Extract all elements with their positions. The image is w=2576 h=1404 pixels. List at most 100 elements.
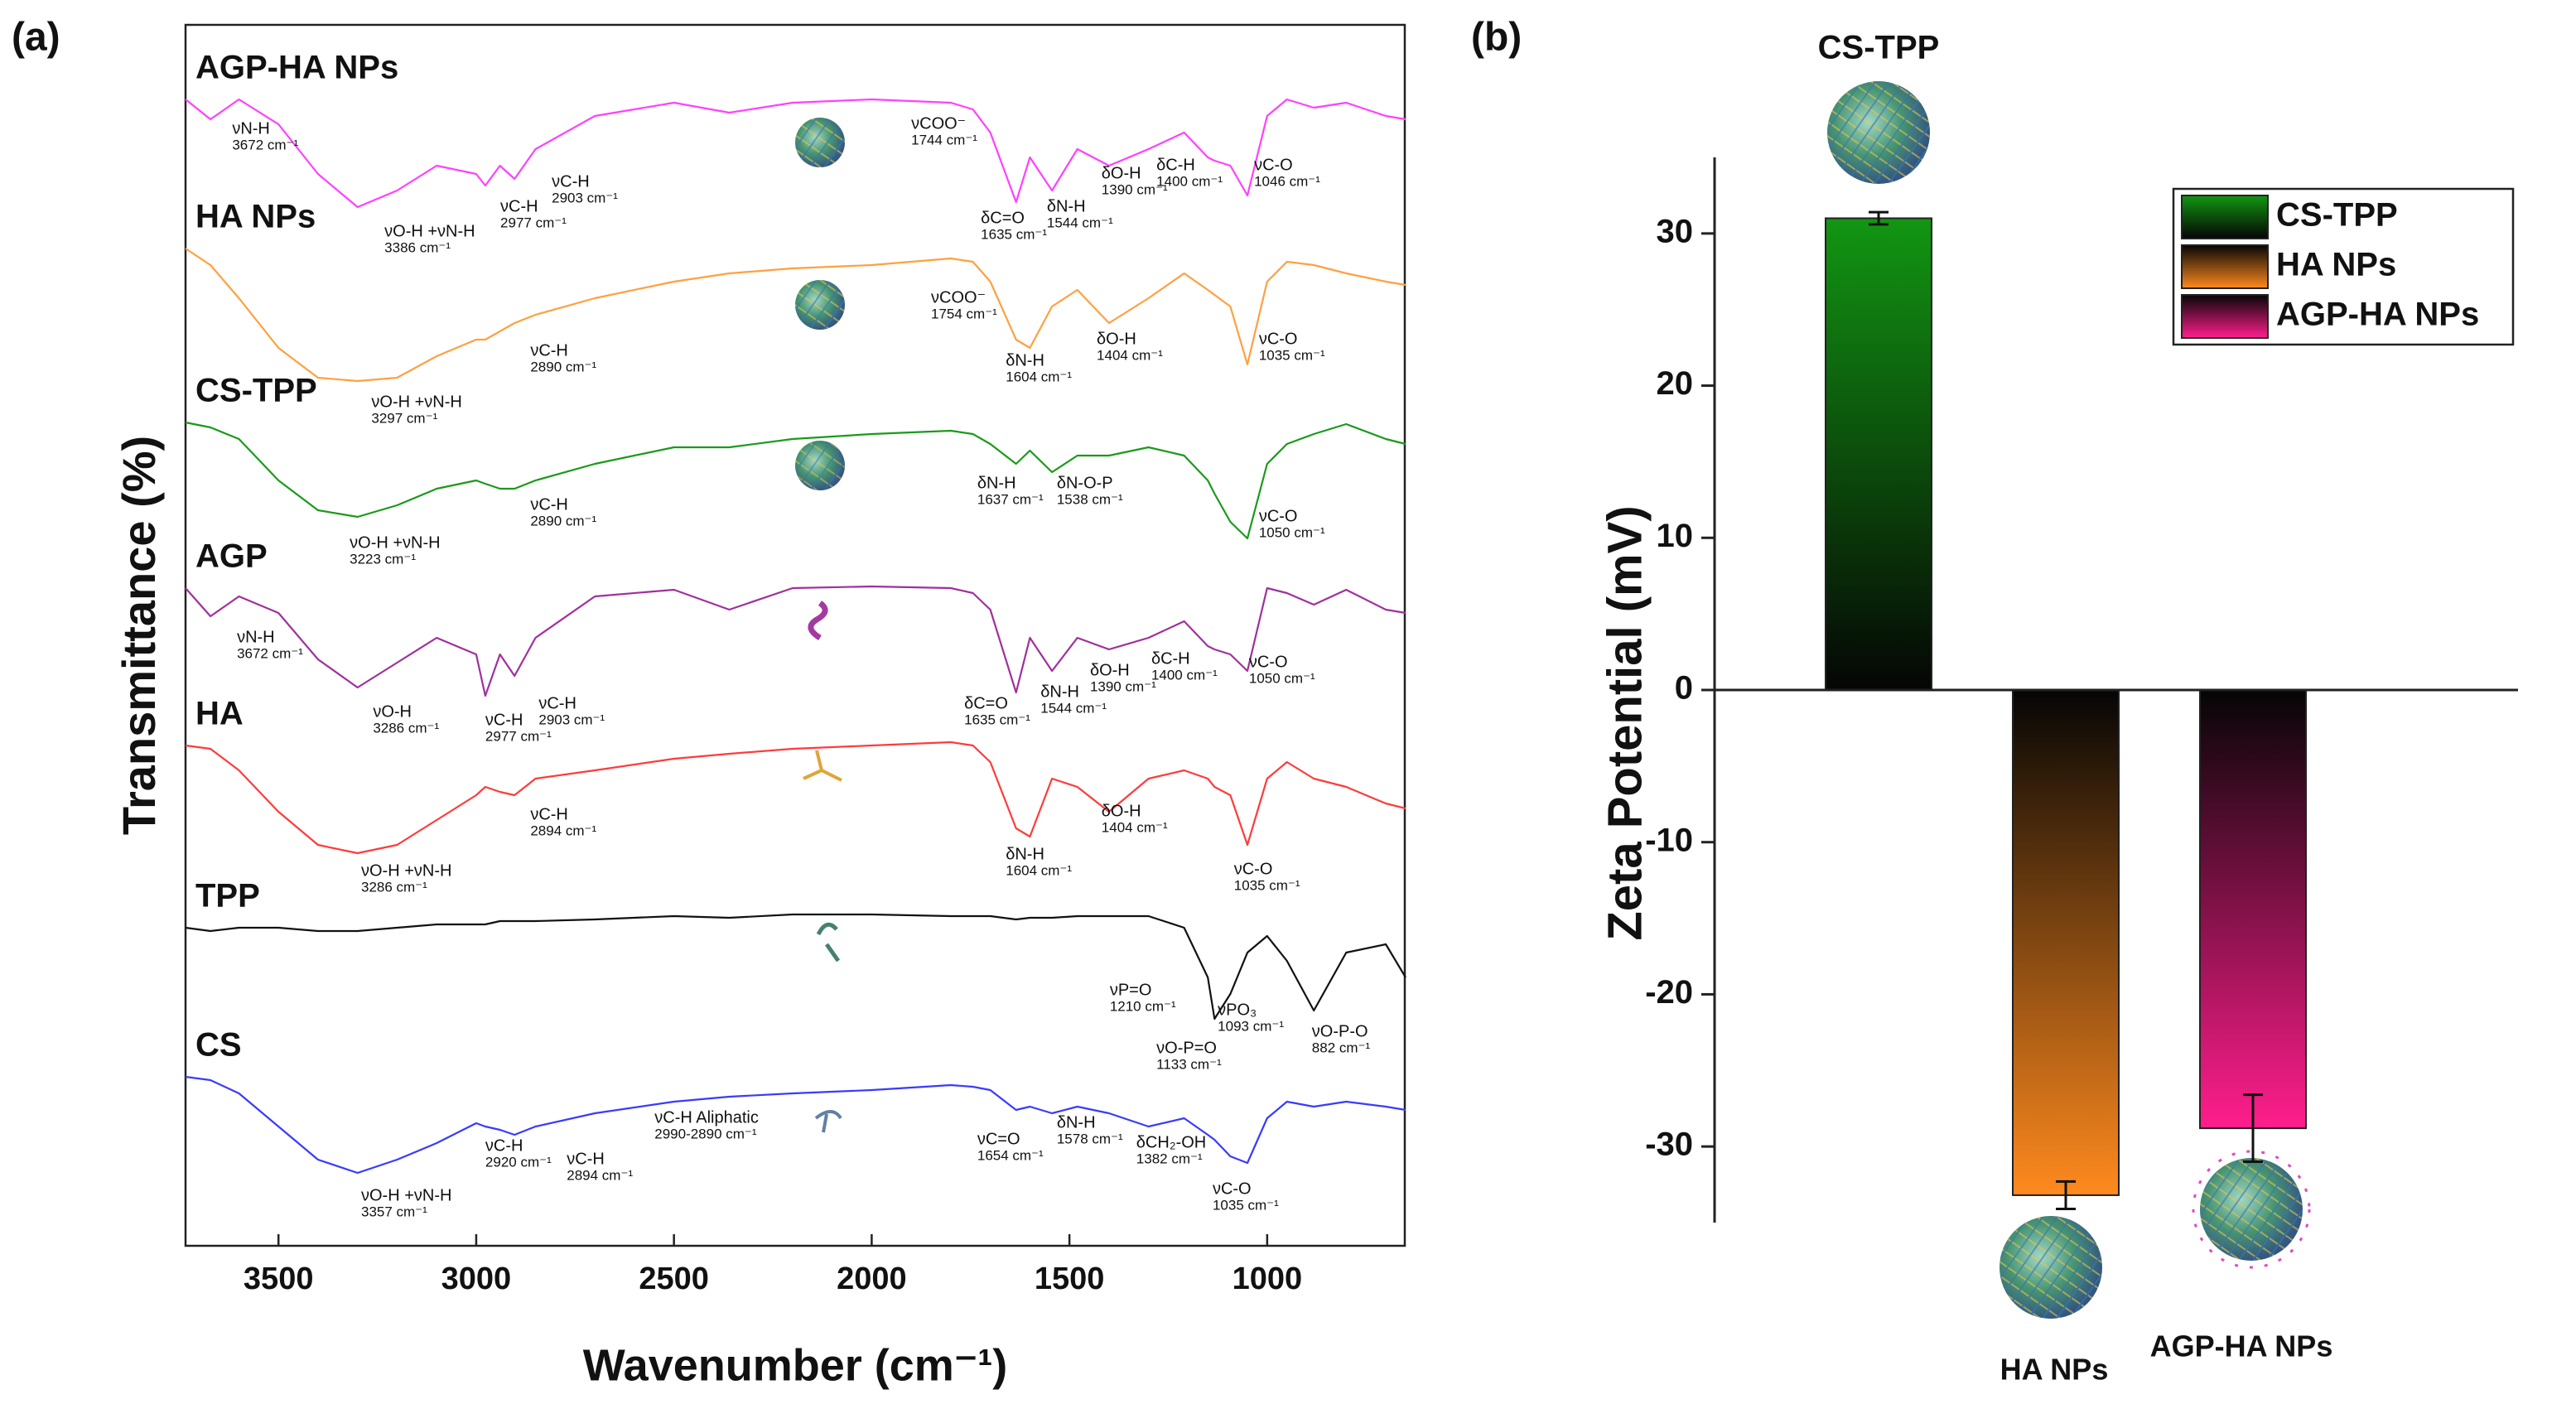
spectrum-line bbox=[185, 585, 1406, 697]
peak-wavenumber: 1050 cm⁻¹ bbox=[1259, 524, 1325, 540]
peak-wavenumber: 1210 cm⁻¹ bbox=[1110, 998, 1176, 1014]
x-tick-label: 1000 bbox=[1233, 1262, 1303, 1296]
peak-label: δN-H bbox=[1057, 1113, 1096, 1131]
peak-label: δCH₂-OH bbox=[1136, 1133, 1206, 1151]
y-axis-label: Transmittance (%) bbox=[113, 436, 165, 835]
peak-label: νPO₃ bbox=[1218, 1001, 1257, 1019]
peak-label: νC-O bbox=[1259, 330, 1298, 348]
peak-label: νC-O bbox=[1259, 507, 1298, 525]
peak-label: δC=O bbox=[964, 694, 1008, 712]
peak-label: δO-H bbox=[1102, 802, 1141, 820]
series-label: HA NPs bbox=[195, 199, 316, 235]
peak-wavenumber: 3672 cm⁻¹ bbox=[237, 645, 303, 661]
peak-label: νC-H bbox=[552, 172, 590, 191]
legend-label: CS-TPP bbox=[2276, 197, 2398, 234]
peak-label: δO-H bbox=[1097, 330, 1136, 348]
y-tick-label: -20 bbox=[1645, 974, 1693, 1011]
peak-label: νO-H +νN-H bbox=[384, 222, 475, 240]
peak-wavenumber: 1635 cm⁻¹ bbox=[981, 226, 1047, 242]
peak-label: νCOO⁻ bbox=[911, 114, 966, 133]
particle-icon bbox=[795, 118, 845, 167]
peak-label: δC-H bbox=[1151, 649, 1190, 668]
panel-label: (a) bbox=[12, 16, 60, 60]
series-label: HA bbox=[195, 696, 244, 732]
peak-wavenumber: 2903 cm⁻¹ bbox=[552, 190, 618, 205]
peak-wavenumber: 2977 cm⁻¹ bbox=[485, 728, 552, 744]
peak-label: νC-H bbox=[485, 1136, 523, 1155]
peak-label: νP=O bbox=[1110, 981, 1152, 999]
spectrum-line bbox=[185, 248, 1406, 383]
legend-swatch bbox=[2181, 195, 2269, 239]
peak-wavenumber: 2890 cm⁻¹ bbox=[530, 359, 596, 374]
peak-wavenumber: 1050 cm⁻¹ bbox=[1249, 670, 1315, 686]
peak-label: νO-H +νN-H bbox=[350, 533, 440, 552]
peak-wavenumber: 1754 cm⁻¹ bbox=[931, 306, 997, 321]
x-tick-label: 2500 bbox=[639, 1262, 709, 1296]
polymer-icon bbox=[808, 601, 828, 641]
spectrum-line bbox=[185, 98, 1406, 209]
peak-wavenumber: 1604 cm⁻¹ bbox=[1006, 862, 1072, 878]
polymer-icon bbox=[816, 922, 841, 963]
peak-label: δN-H bbox=[977, 474, 1016, 492]
peak-label: νCOO⁻ bbox=[931, 288, 986, 306]
plot-frame bbox=[184, 23, 1406, 1247]
peak-wavenumber: 2894 cm⁻¹ bbox=[530, 823, 596, 838]
particle-icon bbox=[2000, 1216, 2102, 1319]
peak-label: νO-H +νN-H bbox=[371, 393, 461, 411]
legend-label: AGP-HA NPs bbox=[2276, 297, 2479, 333]
peak-wavenumber: 1035 cm⁻¹ bbox=[1213, 1197, 1279, 1213]
panel-label: (b) bbox=[1471, 16, 1522, 60]
peak-label: νC-O bbox=[1213, 1180, 1252, 1198]
peak-label: δN-O-P bbox=[1057, 474, 1113, 492]
peak-label: νC-O bbox=[1254, 156, 1293, 174]
peak-wavenumber: 2894 cm⁻¹ bbox=[567, 1167, 633, 1183]
peak-wavenumber: 3672 cm⁻¹ bbox=[232, 137, 298, 152]
peak-label: νC-O bbox=[1249, 653, 1288, 671]
peak-wavenumber: 1404 cm⁻¹ bbox=[1102, 819, 1168, 835]
peak-wavenumber: 1635 cm⁻¹ bbox=[964, 712, 1030, 727]
peak-label: νC-H bbox=[530, 341, 568, 359]
spectrum-line bbox=[185, 421, 1406, 540]
series-label: TPP bbox=[195, 878, 260, 914]
series-label: CS bbox=[195, 1027, 242, 1064]
particle-icon bbox=[1827, 81, 1930, 184]
peak-wavenumber: 3223 cm⁻¹ bbox=[350, 551, 416, 567]
peak-wavenumber: 1400 cm⁻¹ bbox=[1156, 173, 1223, 189]
bar bbox=[2199, 689, 2307, 1130]
peak-wavenumber: 2990-2890 cm⁻¹ bbox=[654, 1126, 757, 1141]
peak-label: νO-P-O bbox=[1312, 1022, 1368, 1040]
y-tick-label: -30 bbox=[1645, 1127, 1693, 1163]
peak-wavenumber: 2920 cm⁻¹ bbox=[485, 1154, 552, 1170]
polymer-icon bbox=[814, 1110, 842, 1133]
legend-swatch bbox=[2181, 294, 2269, 339]
peak-label: νC-H bbox=[485, 711, 523, 729]
peak-label: νC-O bbox=[1234, 860, 1273, 878]
peak-wavenumber: 1578 cm⁻¹ bbox=[1057, 1131, 1123, 1146]
peak-label: νN-H bbox=[237, 628, 275, 646]
peak-wavenumber: 1544 cm⁻¹ bbox=[1040, 700, 1107, 716]
bar bbox=[1825, 217, 1932, 691]
peak-wavenumber: 1637 cm⁻¹ bbox=[977, 491, 1044, 507]
peak-label: νC-H bbox=[500, 197, 538, 215]
y-tick-label: -10 bbox=[1645, 822, 1693, 858]
peak-wavenumber: 2890 cm⁻¹ bbox=[530, 513, 596, 528]
y-axis-label: Zeta Potential (mV) bbox=[1598, 505, 1652, 940]
series-label: AGP-HA NPs bbox=[195, 50, 398, 86]
series-label: AGP bbox=[195, 538, 268, 575]
peak-wavenumber: 3297 cm⁻¹ bbox=[371, 410, 437, 426]
y-tick-label: 10 bbox=[1657, 518, 1694, 554]
peak-wavenumber: 2977 cm⁻¹ bbox=[500, 215, 567, 230]
category-label: HA NPs bbox=[2000, 1353, 2109, 1387]
spectrum-line bbox=[185, 913, 1406, 1020]
x-tick-label: 3000 bbox=[441, 1262, 512, 1296]
peak-wavenumber: 1604 cm⁻¹ bbox=[1006, 369, 1072, 384]
peak-wavenumber: 3286 cm⁻¹ bbox=[373, 720, 439, 736]
peak-label: νC-H bbox=[538, 694, 576, 712]
peak-wavenumber: 1744 cm⁻¹ bbox=[911, 132, 977, 147]
peak-wavenumber: 3286 cm⁻¹ bbox=[361, 879, 427, 895]
peak-label: νO-P=O bbox=[1156, 1039, 1217, 1057]
peak-label: νO-H +νN-H bbox=[361, 1186, 451, 1204]
peak-label: δN-H bbox=[1040, 683, 1079, 701]
peak-label: νO-H +νN-H bbox=[361, 861, 451, 880]
